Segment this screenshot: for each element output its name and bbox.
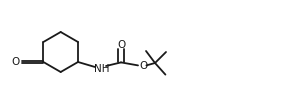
Text: O: O — [140, 61, 148, 71]
Text: O: O — [117, 40, 125, 50]
Text: NH: NH — [94, 64, 110, 74]
Text: O: O — [11, 57, 19, 67]
